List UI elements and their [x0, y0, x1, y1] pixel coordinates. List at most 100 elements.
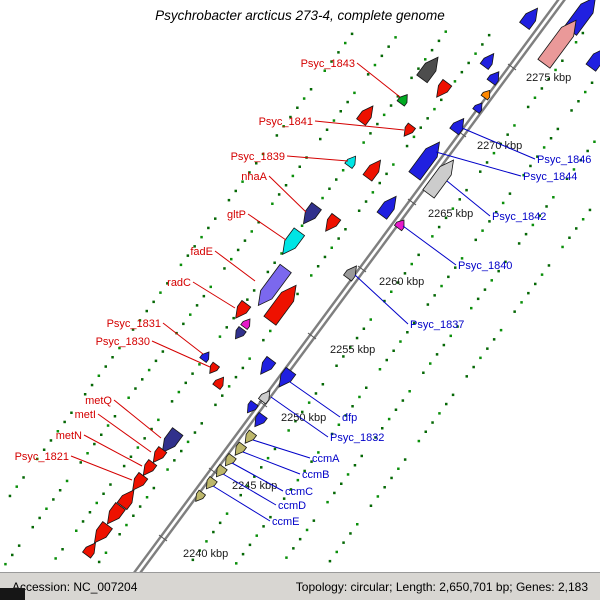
gene-arrow[interactable]	[193, 489, 207, 504]
grid-dot	[504, 260, 507, 264]
gene-arrow[interactable]	[356, 103, 378, 126]
gene-arrow[interactable]	[585, 45, 600, 72]
gene-arrow[interactable]	[432, 78, 453, 100]
grid-dot	[365, 386, 368, 389]
grid-dot	[209, 285, 212, 289]
gene-arrow-nhaA[interactable]	[299, 202, 322, 228]
gene-label-Psyc_1840[interactable]: Psyc_1840	[458, 260, 512, 272]
grid-dot	[424, 430, 427, 433]
gene-label-Psyc_1843[interactable]: Psyc_1843	[301, 58, 355, 70]
grid-dot	[422, 371, 425, 374]
grid-dot	[340, 482, 343, 485]
gene-arrow-fadE[interactable]	[253, 263, 292, 309]
gene-arrow-Psyc_1842[interactable]	[422, 156, 459, 199]
gene-arrow-gltP[interactable]	[277, 227, 306, 258]
gene-arrow[interactable]	[240, 317, 253, 330]
gene-arrow-Psyc_1843[interactable]	[396, 92, 411, 107]
gene-arrow[interactable]	[321, 212, 342, 234]
gene-label-Psyc_1842[interactable]: Psyc_1842	[492, 211, 546, 223]
gene-label-Psyc_1830[interactable]: Psyc_1830	[96, 336, 150, 348]
gene-arrow-ccmD[interactable]	[213, 463, 228, 480]
gene-label-fadE[interactable]: fadE	[190, 246, 213, 258]
gene-arrow-Psyc_1841[interactable]	[401, 122, 417, 139]
gene-label-Psyc_1844[interactable]: Psyc_1844	[523, 171, 577, 183]
gene-arrow-Psyc_1840[interactable]	[393, 217, 407, 232]
gene-label-Psyc_1841[interactable]: Psyc_1841	[259, 116, 313, 128]
gene-arrow[interactable]	[537, 16, 582, 69]
gene-arrow[interactable]	[472, 101, 485, 114]
label-leader-line	[289, 381, 341, 418]
gene-label-ccmE[interactable]: ccmE	[272, 516, 300, 528]
gene-arrow[interactable]	[90, 521, 113, 547]
grid-dot	[15, 485, 18, 488]
gene-label-gltP[interactable]: gltP	[227, 209, 246, 221]
gene-label-Psyc_1832[interactable]: Psyc_1832	[330, 432, 384, 444]
grid-dot	[374, 436, 377, 439]
gene-label-metQ[interactable]: metQ	[85, 395, 112, 407]
gene-arrow-ccmC[interactable]	[222, 452, 237, 469]
gene-arrow[interactable]	[116, 486, 139, 511]
grid-dot	[542, 146, 546, 149]
gene-label-dfp[interactable]: dfp	[342, 412, 357, 424]
grid-dot	[382, 113, 386, 117]
gene-label-Psyc_1821[interactable]: Psyc_1821	[15, 451, 69, 463]
gene-label-ccmD[interactable]: ccmD	[278, 500, 306, 512]
gene-arrow-metI[interactable]	[149, 446, 168, 466]
gene-label-Psyc_1839[interactable]: Psyc_1839	[231, 151, 285, 163]
gene-arrow-ccmE[interactable]	[203, 475, 218, 492]
grid-dot	[353, 91, 356, 95]
gene-arrow[interactable]	[212, 375, 227, 391]
gene-arrow-Psyc_1844[interactable]	[408, 138, 445, 181]
gene-label-ccmA[interactable]: ccmA	[312, 453, 340, 465]
gene-arrow[interactable]	[263, 281, 302, 326]
gene-arrow-metQ[interactable]	[157, 427, 184, 457]
grid-dot	[198, 549, 201, 552]
axis-tick-label: 2275 kbp	[526, 72, 571, 84]
gene-arrow[interactable]	[232, 325, 247, 342]
gene-arrow-dfp[interactable]	[274, 366, 297, 390]
grid-dot	[235, 562, 238, 565]
grid-dot	[179, 263, 183, 267]
gene-arrow[interactable]	[362, 157, 385, 182]
gene-arrow[interactable]	[244, 399, 259, 416]
gene-arrow-radC[interactable]	[231, 299, 252, 321]
grid-dot	[65, 479, 69, 483]
gene-arrow-Psyc_1837[interactable]	[342, 263, 361, 282]
grid-dot	[75, 529, 78, 532]
gene-arrow-ccmB[interactable]	[232, 441, 248, 458]
gene-label-nhaA[interactable]: nhaA	[241, 171, 267, 183]
gene-label-radC[interactable]: radC	[167, 277, 191, 289]
gene-arrow[interactable]	[103, 502, 126, 528]
grid-dot	[248, 171, 251, 174]
gene-arrow-Psyc_1831[interactable]	[199, 350, 212, 363]
grid-dot	[577, 100, 580, 103]
gene-arrow-Psyc_1832[interactable]	[257, 388, 274, 405]
grid-dot	[191, 372, 194, 375]
gene-label-metI[interactable]: metI	[75, 409, 96, 421]
gene-arrow[interactable]	[480, 88, 493, 101]
gene-label-metN[interactable]: metN	[56, 430, 82, 442]
grid-dot	[403, 272, 407, 275]
gene-arrow-Psyc_1839[interactable]	[344, 154, 359, 170]
gene-arrow[interactable]	[81, 540, 100, 559]
gene-arrow-Psyc_1821[interactable]	[128, 471, 149, 493]
gene-arrow-metN[interactable]	[139, 459, 158, 479]
gene-arrow[interactable]	[251, 411, 268, 429]
gene-arrow[interactable]	[519, 5, 543, 30]
gene-arrow[interactable]	[479, 51, 498, 70]
gene-arrow[interactable]	[416, 53, 444, 84]
gene-arrow-Psyc_1830[interactable]	[207, 361, 221, 376]
gene-arrow[interactable]	[256, 355, 277, 377]
gene-label-Psyc_1837[interactable]: Psyc_1837	[410, 319, 464, 331]
gene-label-ccmC[interactable]: ccmC	[285, 486, 313, 498]
gene-arrow-Psyc_1846[interactable]	[449, 115, 468, 136]
gene-arrow-ccmA[interactable]	[242, 429, 258, 446]
gene-label-Psyc_1846[interactable]: Psyc_1846	[537, 154, 591, 166]
grid-dot	[380, 54, 384, 58]
gene-label-Psyc_1831[interactable]: Psyc_1831	[107, 318, 161, 330]
grid-dot	[180, 449, 183, 453]
grid-dot	[198, 363, 201, 366]
gene-arrow[interactable]	[486, 69, 503, 86]
gene-arrow[interactable]	[376, 193, 401, 220]
gene-label-ccmB[interactable]: ccmB	[302, 469, 330, 481]
